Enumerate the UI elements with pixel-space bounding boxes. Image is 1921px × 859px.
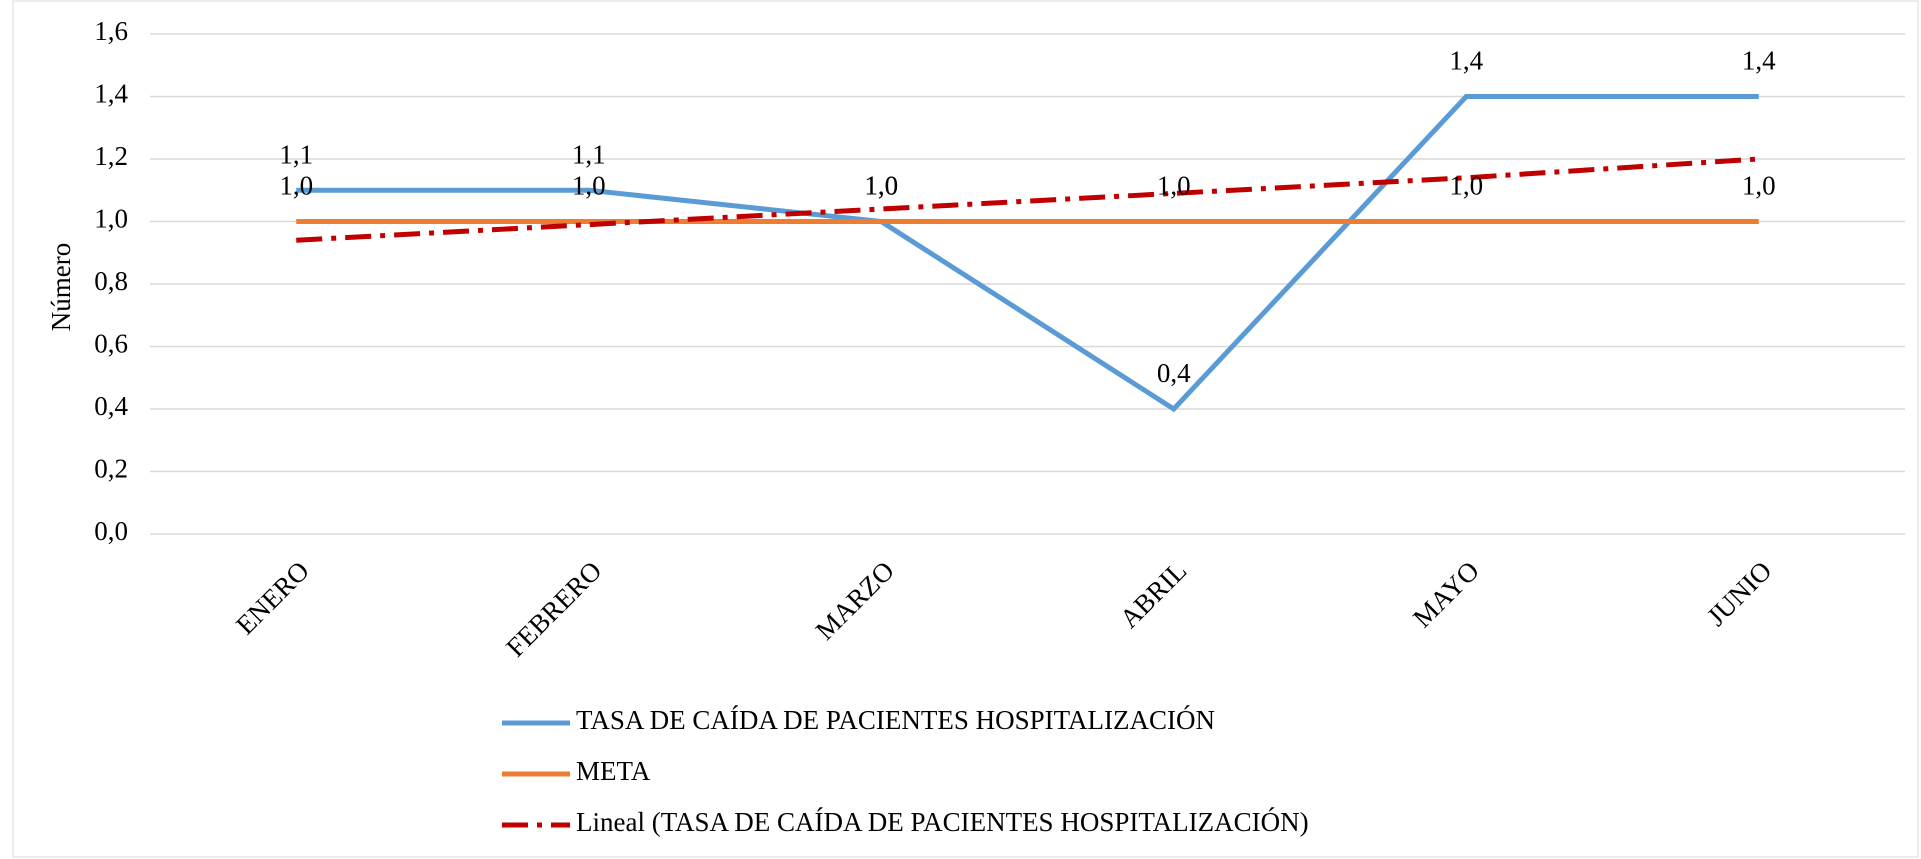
y-tick-label: 1,4 [94,79,128,109]
data-label: 1,0 [279,171,313,201]
series-line [296,94,1759,413]
data-label: 1,4 [1449,46,1483,76]
legend-label: Lineal (TASA DE CAÍDA DE PACIENTES HOSPI… [576,807,1309,837]
y-tick-label: 1,2 [94,141,128,171]
chart-border [12,0,1919,858]
y-tick-label: 1,0 [94,204,128,234]
y-tick-label: 0,8 [94,266,128,296]
data-label: 1,0 [572,171,606,201]
y-tick-label: 0,6 [94,329,128,359]
y-tick-label: 0,0 [94,516,128,546]
data-label: 1,1 [572,139,606,169]
data-label: 1,0 [1449,171,1483,201]
y-tick-label: 1,6 [94,16,128,46]
data-label: 1,0 [1157,171,1191,201]
data-label: 1,1 [279,139,313,169]
legend-label: TASA DE CAÍDA DE PACIENTES HOSPITALIZACI… [576,705,1215,735]
legend-label: META [576,756,651,786]
y-tick-label: 0,2 [94,454,128,484]
data-label: 1,0 [1742,171,1776,201]
data-label: 1,0 [864,171,898,201]
y-axis-title: Número [46,243,76,331]
y-tick-label: 0,4 [94,391,128,421]
data-label: 0,4 [1157,358,1191,388]
data-label: 1,0 [864,171,898,201]
data-label: 1,4 [1742,46,1776,76]
